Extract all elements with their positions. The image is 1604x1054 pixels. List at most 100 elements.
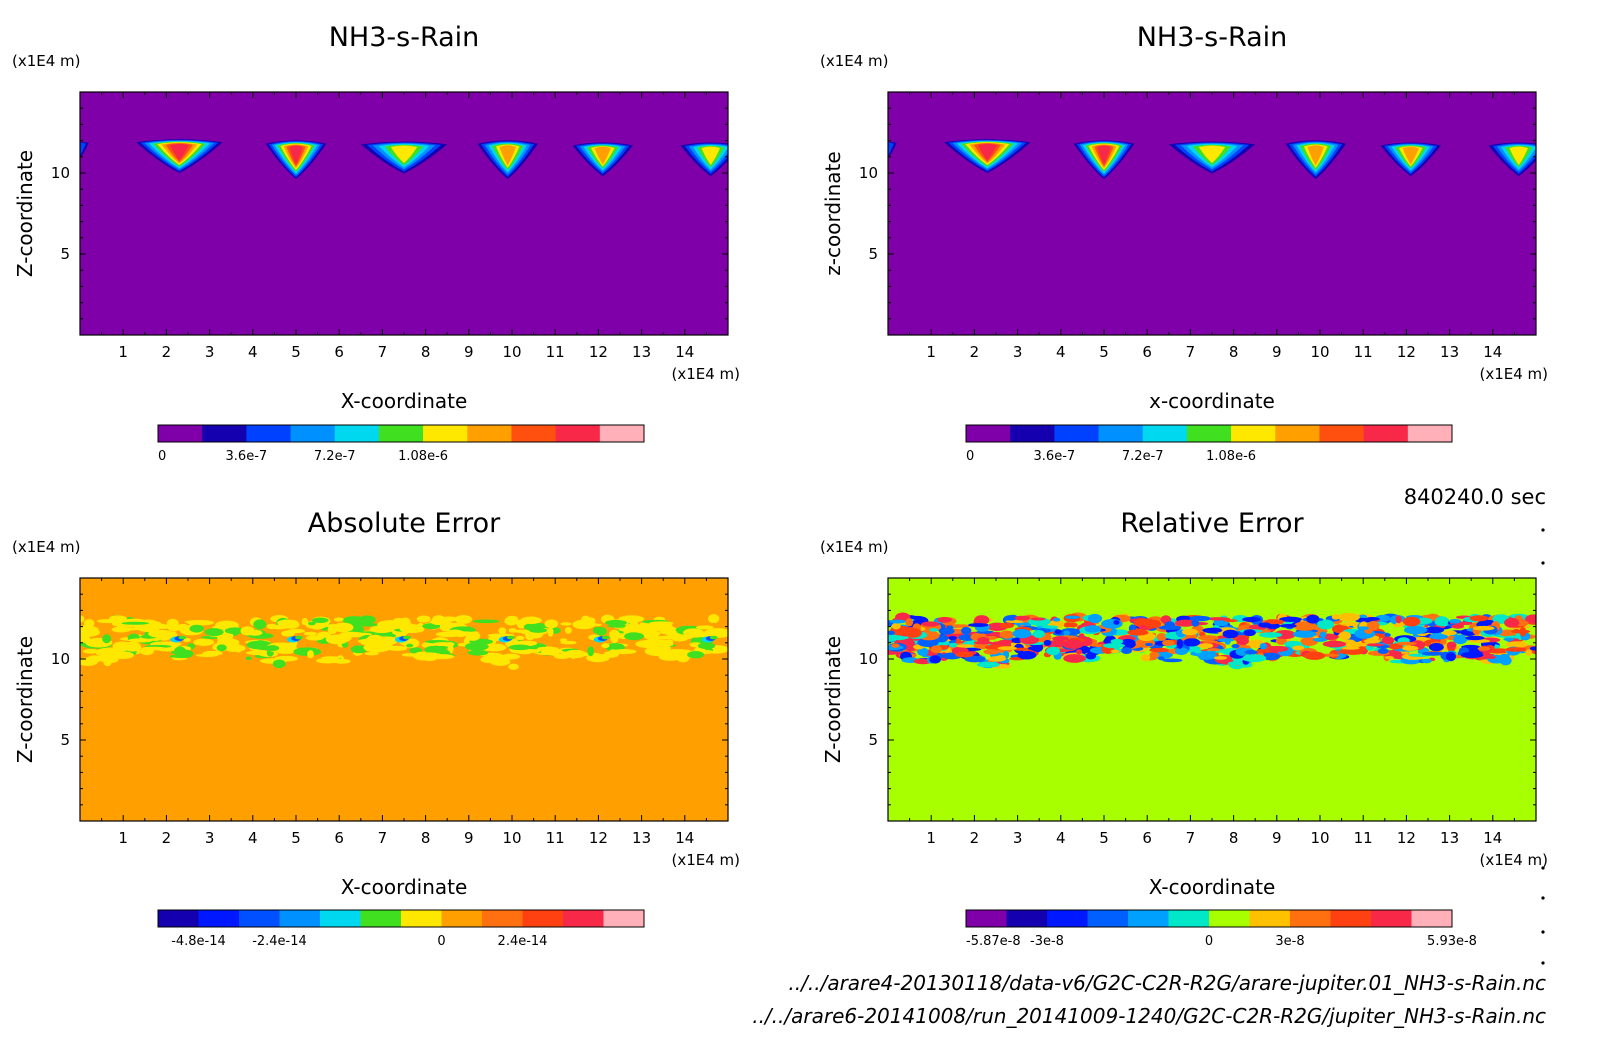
error-cell (1017, 650, 1037, 660)
x-unit-label: (x1E4 m) (1479, 851, 1548, 869)
x-tick-label: 6 (334, 343, 344, 361)
error-cell (1446, 641, 1457, 650)
error-cell (888, 637, 897, 642)
error-cell (1445, 651, 1456, 662)
error-cell (1421, 658, 1432, 664)
y-tick-label: 10 (51, 650, 70, 668)
error-cell (184, 620, 208, 624)
error-cell (1448, 618, 1462, 624)
timestamp: 840240.0 sec (1404, 485, 1546, 509)
error-cell (433, 642, 453, 646)
error-cell (904, 628, 922, 638)
panel-title: Relative Error (1120, 508, 1304, 539)
error-cell (586, 653, 610, 663)
x-tick-label: 7 (1186, 343, 1196, 361)
x-axis-label: X-coordinate (1149, 875, 1276, 899)
error-cell (80, 615, 85, 623)
colorbar-tick-label: 3.6e-7 (1034, 449, 1076, 464)
error-core (295, 635, 303, 640)
error-cell (1525, 649, 1533, 657)
x-tick-label: 2 (162, 343, 172, 361)
y-unit-label: (x1E4 m) (820, 52, 889, 70)
contour-level-6 (701, 146, 720, 166)
error-cell (1189, 615, 1211, 622)
colorbar-swatch (603, 910, 645, 927)
error-cell (80, 625, 99, 634)
panel-title: Absolute Error (308, 508, 501, 539)
error-cell (325, 634, 349, 645)
x-tick-label: 8 (421, 343, 431, 361)
error-cell (649, 621, 674, 625)
error-cell (929, 655, 941, 664)
x-tick-label: 9 (464, 829, 474, 847)
error-cell (1120, 647, 1133, 654)
x-unit-label: (x1E4 m) (671, 365, 740, 383)
x-tick-label: 8 (1229, 343, 1239, 361)
error-cell (1030, 617, 1046, 621)
error-cell (1259, 643, 1268, 650)
error-cell (1084, 625, 1101, 633)
error-cell (1181, 628, 1198, 636)
error-cell (687, 651, 705, 659)
x-tick-label: 12 (1397, 829, 1416, 847)
error-cell (1236, 636, 1249, 646)
y-axis-label: Z-coordinate (13, 150, 37, 277)
error-cell (1364, 617, 1380, 621)
colorbar-swatch (467, 425, 512, 442)
error-cell (1292, 645, 1305, 651)
error-cell (1110, 638, 1124, 645)
colorbar-swatch (158, 425, 203, 442)
colorbar-tick-label: 2.4e-14 (498, 934, 548, 949)
error-cell (592, 626, 602, 634)
error-core (709, 635, 718, 640)
colorbar-tick-label: 3e-8 (1275, 934, 1304, 949)
colorbar-tick-label: 7.2e-7 (1122, 449, 1164, 464)
error-cell (1243, 629, 1256, 637)
error-cell (520, 616, 542, 624)
colorbar-swatch (1087, 910, 1129, 927)
error-cell (202, 650, 223, 656)
x-tick-label: 13 (632, 343, 651, 361)
y-tick-label: 10 (859, 650, 878, 668)
error-cell (1067, 622, 1078, 628)
y-axis-label: Z-coordinate (13, 636, 37, 763)
colorbar-frame (965, 424, 1453, 443)
error-cell (487, 633, 515, 637)
error-cell (1194, 649, 1202, 654)
colorbar: 0 3.6e-7 7.2e-7 1.08e-6 (965, 424, 1453, 464)
error-cell (1258, 622, 1272, 628)
error-cell (610, 634, 619, 644)
colorbar-tick-label: 1.08e-6 (398, 449, 448, 464)
error-cell (430, 618, 449, 626)
error-cell (983, 649, 1000, 655)
error-core (403, 635, 411, 640)
error-cell (176, 623, 190, 632)
error-cell (711, 645, 726, 649)
error-cell (956, 644, 975, 648)
error-cell (1275, 637, 1288, 645)
error-cell (467, 649, 489, 656)
error-cell (1043, 639, 1052, 646)
error-cell (1387, 643, 1404, 650)
error-cell (327, 625, 338, 635)
error-cell (529, 627, 548, 633)
error-cell (387, 645, 408, 651)
contour-level-7 (499, 145, 516, 166)
colorbar-tick-label: -5.87e-8 (966, 934, 1021, 949)
x-unit-label: (x1E4 m) (1479, 365, 1548, 383)
panel-3: Absolute Error(x1E4 m)1 2 3 4 5 6 7 8 9 10 11 12 13 1… (12, 508, 740, 949)
error-cell (424, 645, 447, 654)
error-cell (504, 616, 519, 626)
error-cell (316, 658, 339, 664)
error-cell (548, 647, 561, 656)
error-cell (1421, 651, 1445, 656)
error-cell (215, 620, 239, 630)
error-cell (406, 643, 414, 648)
error-cell (1027, 646, 1044, 651)
error-cell (1396, 641, 1417, 646)
error-cell (1500, 653, 1510, 658)
error-cell (416, 622, 425, 633)
error-cell (1312, 637, 1328, 642)
error-cell (560, 640, 577, 645)
